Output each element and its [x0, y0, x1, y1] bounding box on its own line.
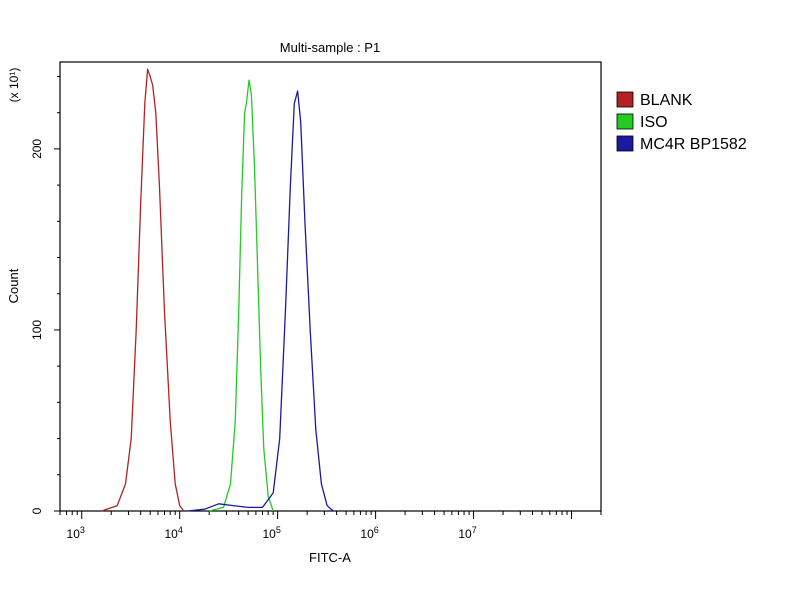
y-axis-multiplier: (x 10¹) — [7, 68, 21, 103]
x-tick-label: 104 — [165, 525, 183, 541]
x-axis-label: FITC-A — [309, 550, 351, 565]
series-layer — [101, 68, 334, 512]
y-tick-label: 200 — [30, 139, 44, 159]
y-tick-label: 100 — [30, 320, 44, 340]
legend-label: MC4R BP1582 — [640, 136, 747, 153]
x-axis: 103 104 105 106 107 — [59, 511, 602, 541]
series-line-blank — [101, 68, 185, 512]
legend-label: BLANK — [640, 92, 693, 109]
legend: BLANK ISO MC4R BP1582 — [616, 91, 747, 153]
legend-swatch — [616, 113, 634, 130]
y-axis: 0 100 200 — [30, 75, 60, 514]
legend-label: ISO — [640, 114, 668, 131]
chart-title: Multi-sample : P1 — [280, 40, 380, 55]
legend-swatch — [616, 91, 634, 108]
x-tick-label: 103 — [67, 525, 85, 541]
plot-area-frame — [59, 61, 602, 512]
x-tick-label: 106 — [360, 525, 378, 541]
series-line-iso — [209, 79, 274, 512]
x-tick-label: 107 — [458, 525, 476, 541]
y-axis-label: Count — [6, 268, 21, 303]
x-tick-label: 105 — [262, 525, 280, 541]
series-line-mc4r-bp1582 — [187, 90, 334, 512]
y-tick-label: 0 — [30, 507, 44, 514]
legend-swatch — [616, 135, 634, 152]
